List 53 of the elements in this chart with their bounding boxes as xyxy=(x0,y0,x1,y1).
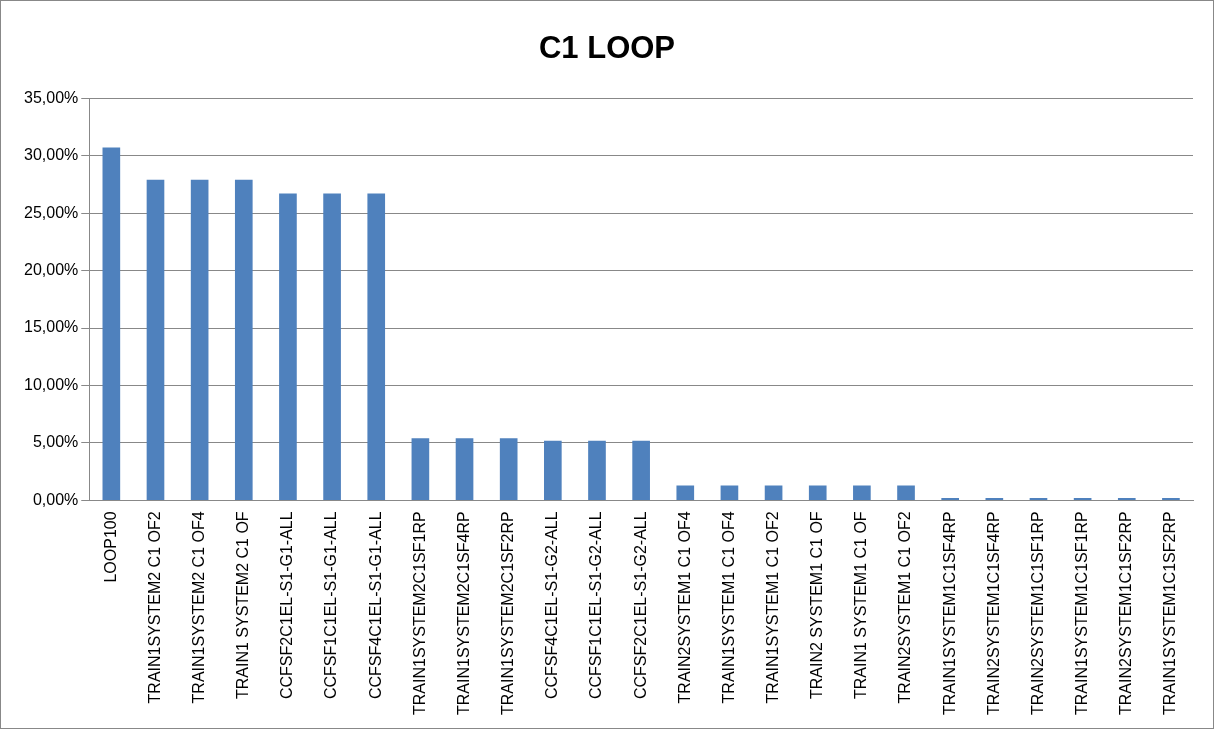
chart-title: C1 LOOP xyxy=(538,30,676,66)
bar xyxy=(323,193,341,500)
x-tick-label: TRAIN2SYSTEM1 C1 OF2 xyxy=(896,511,914,704)
x-tick-label: TRAIN1SYSTEM2C1SF2RP xyxy=(499,511,517,715)
bar xyxy=(234,179,253,500)
x-tick-label: TRAIN1SYSTEM1C1SF2RP xyxy=(1161,511,1179,715)
x-tick-label: CCFSF4C1EL-S1-G2-ALL xyxy=(543,511,561,700)
x-tick-label: LOOP100 xyxy=(101,511,119,583)
bar xyxy=(102,147,121,500)
bar xyxy=(190,179,209,500)
x-tick-label: TRAIN1SYSTEM1 C1 OF2 xyxy=(763,511,781,704)
x-tick-label: TRAIN1SYSTEM2C1SF1RP xyxy=(410,511,428,715)
x-tick-label: TRAIN2SYSTEM1 C1 OF4 xyxy=(675,511,693,704)
y-tick-label: 25,00% xyxy=(24,203,79,221)
x-tick-label: CCFSF1C1EL-S1-G1-ALL xyxy=(322,511,340,700)
x-tick-label: TRAIN1SYSTEM1C1SF4RP xyxy=(940,511,958,715)
bar xyxy=(676,485,695,500)
x-tick-label: TRAIN2SYSTEM1C1SF1RP xyxy=(1028,511,1046,715)
bar xyxy=(544,440,562,500)
x-tick-label: TRAIN1SYSTEM2C1SF4RP xyxy=(454,511,472,715)
y-tick-label: 5,00% xyxy=(32,433,79,451)
x-tick-label: CCFSF2C1EL-S1-G2-ALL xyxy=(631,511,649,700)
bar xyxy=(808,485,827,500)
bar xyxy=(455,438,474,500)
bar xyxy=(588,440,606,500)
x-tick-label: TRAIN2 SYSTEM1 C1 OF xyxy=(808,511,826,699)
bar xyxy=(146,179,165,500)
x-tick-label: CCFSF1C1EL-S1-G2-ALL xyxy=(587,511,605,700)
bar xyxy=(720,485,739,500)
bar xyxy=(632,440,650,500)
bar xyxy=(764,485,783,500)
x-tick-label: TRAIN2SYSTEM1C1SF4RP xyxy=(984,511,1002,715)
y-tick-label: 15,00% xyxy=(24,318,79,336)
x-tick-label: CCFSF2C1EL-S1-G1-ALL xyxy=(278,511,296,700)
x-tick-label: TRAIN1 SYSTEM1 C1 OF xyxy=(852,511,870,699)
x-tick-label: TRAIN2SYSTEM1C1SF2RP xyxy=(1117,511,1135,715)
bar xyxy=(279,193,297,500)
y-tick-label: 30,00% xyxy=(24,146,79,164)
x-tick-label: TRAIN1 SYSTEM2 C1 OF xyxy=(234,511,252,699)
bar xyxy=(367,193,386,500)
y-tick-label: 0,00% xyxy=(32,490,79,508)
y-tick-label: 35,00% xyxy=(24,88,79,106)
x-tick-label: TRAIN1SYSTEM1 C1 OF4 xyxy=(719,511,737,704)
bar xyxy=(411,438,430,500)
x-tick-label: TRAIN1SYSTEM1C1SF1RP xyxy=(1073,511,1091,715)
x-tick-label: CCFSF4C1EL-S1-G1-ALL xyxy=(366,511,384,700)
x-tick-label: TRAIN1SYSTEM2 C1 OF2 xyxy=(145,511,163,704)
x-tick-label: TRAIN1SYSTEM2 C1 OF4 xyxy=(190,511,208,704)
bar xyxy=(897,485,915,500)
bar xyxy=(853,485,871,500)
bar xyxy=(499,438,518,500)
y-tick-label: 20,00% xyxy=(24,260,79,278)
y-tick-label: 10,00% xyxy=(24,375,79,393)
